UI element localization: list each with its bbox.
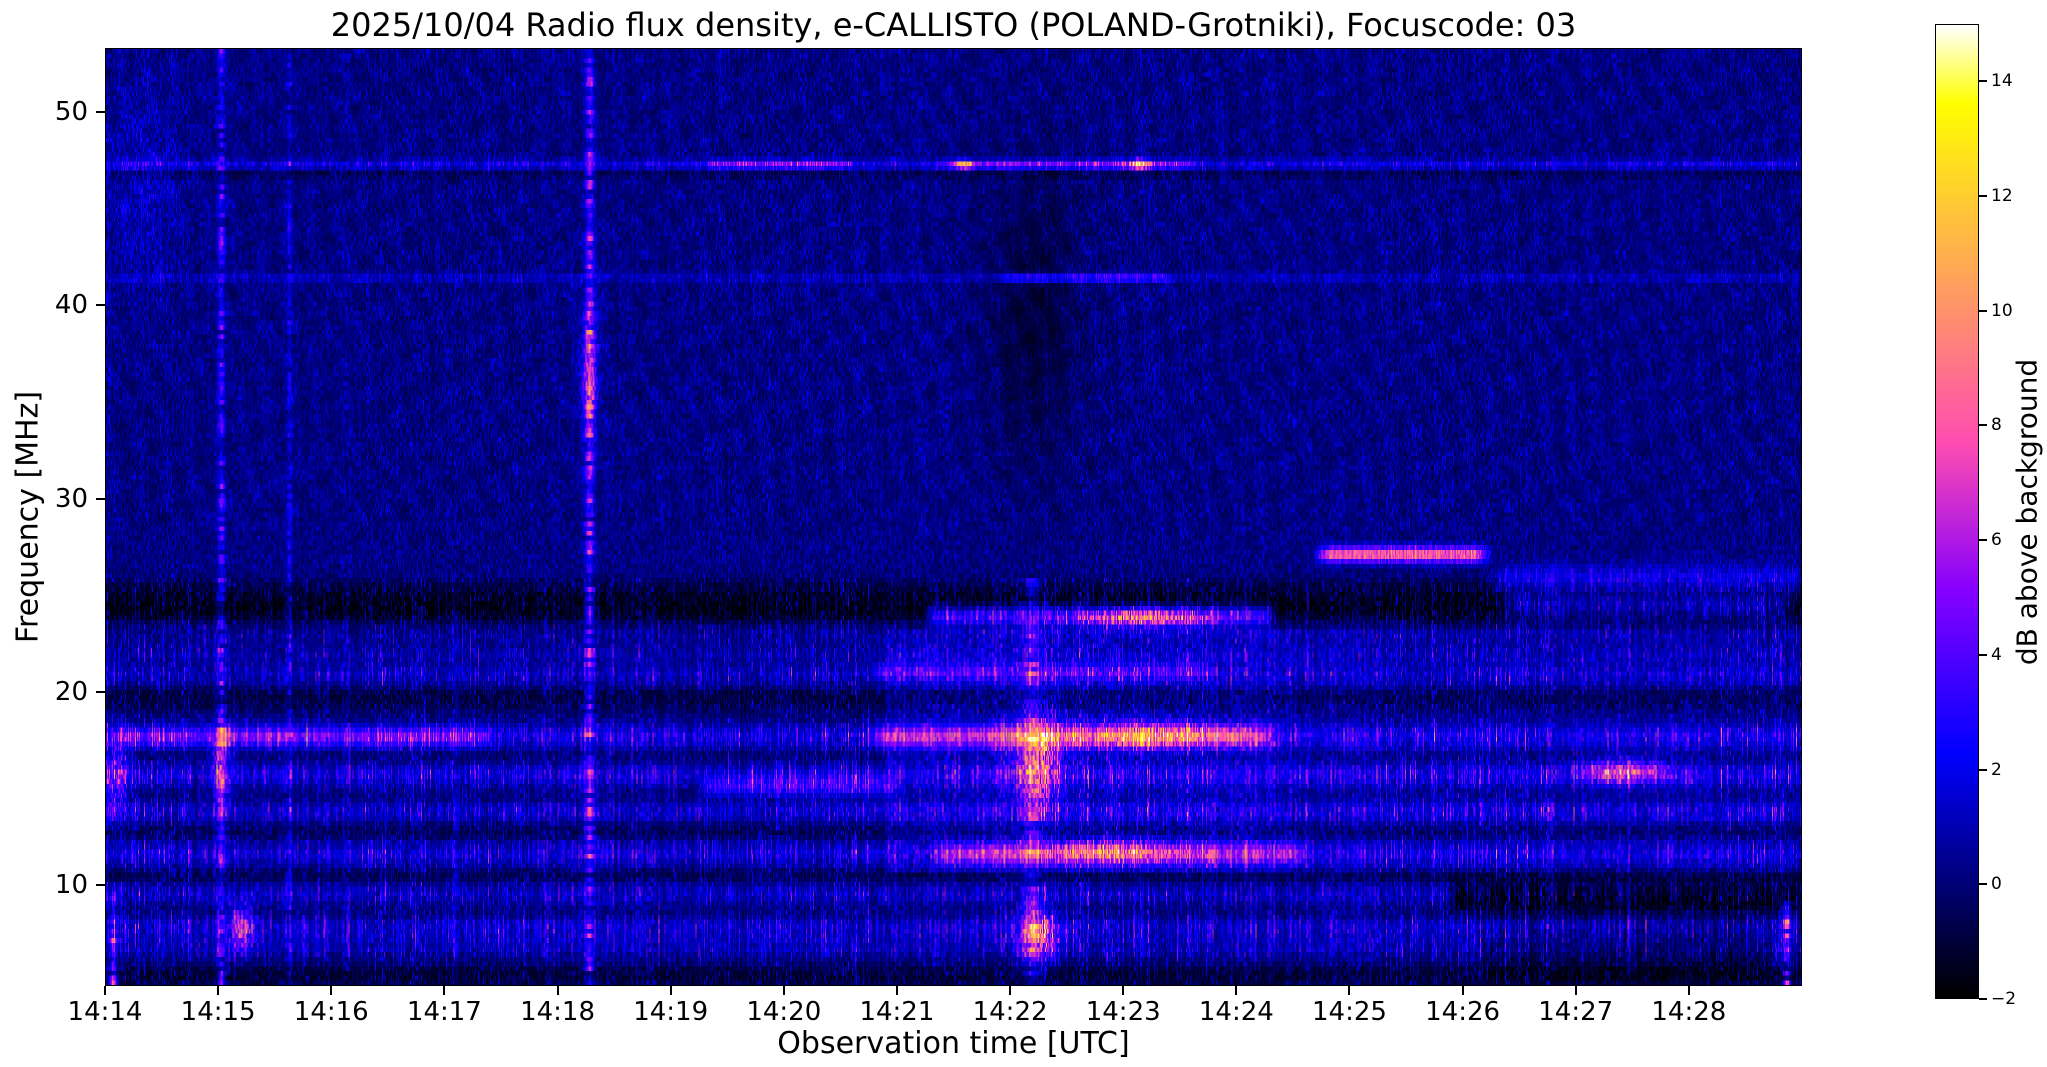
x-axis-label: Observation time [UTC] [777,1026,1130,1061]
colorbar-tick-mark [1979,883,1987,886]
x-tick-mark [104,986,106,995]
x-tick-mark [217,986,220,995]
x-tick-mark [1348,986,1351,995]
y-tick-mark [96,304,105,307]
colorbar-tick-mark [1979,539,1987,542]
colorbar-tick-mark [1979,80,1987,83]
x-tick-label: 14:18 [520,997,595,1027]
x-tick-label: 14:20 [746,997,822,1027]
y-tick-label: 10 [54,870,88,901]
colorbar-tick-mark [1979,424,1987,427]
x-tick-label: 14:27 [1538,997,1614,1027]
x-tick-mark [669,986,672,995]
colorbar-tick-label: 2 [1991,759,2002,780]
y-tick-label: 50 [54,96,88,127]
x-tick-mark [1687,986,1690,995]
figure-title: 2025/10/04 Radio flux density, e-CALLIST… [330,6,1577,44]
colorbar-tick-label: 10 [1991,300,2013,321]
colorbar-tick-label: 14 [1991,71,2013,92]
colorbar-tick-mark [1979,768,1987,771]
y-tick-mark [96,497,105,500]
x-tick-label: 14:21 [859,997,935,1027]
colorbar-gradient-canvas [1936,25,1978,998]
x-tick-mark [895,986,898,995]
x-tick-label: 14:19 [633,997,709,1027]
x-tick-label: 14:16 [293,997,369,1027]
x-tick-mark [1235,986,1238,995]
y-tick-label: 20 [54,677,88,708]
y-tick-mark [96,691,105,694]
colorbar-label: dB above background [2010,358,2044,666]
x-tick-mark [1122,986,1125,995]
colorbar [1935,24,1979,999]
y-tick-label: 30 [54,483,88,514]
x-tick-label: 14:23 [1085,997,1161,1027]
y-tick-label: 40 [54,290,88,321]
x-tick-label: 14:17 [406,997,482,1027]
x-tick-label: 14:15 [180,997,256,1027]
colorbar-tick-label: 0 [1991,874,2002,895]
colorbar-tick-label: 6 [1991,530,2002,551]
x-tick-label: 14:28 [1651,997,1727,1027]
x-tick-mark [782,986,785,995]
x-tick-mark [330,986,333,995]
x-tick-mark [556,986,559,995]
spectrogram-plot-area [105,48,1802,986]
colorbar-tick-mark [1979,653,1987,656]
y-tick-mark [96,884,105,887]
y-axis-label: Frequency [MHz] [10,390,46,644]
colorbar-tick-label: 12 [1991,186,2013,207]
y-tick-mark [96,110,105,113]
x-tick-label: 14:25 [1311,997,1387,1027]
colorbar-tick-label: −2 [1991,989,2017,1009]
colorbar-tick-label: 4 [1991,644,2002,665]
colorbar-tick-mark [1979,195,1987,198]
x-tick-label: 14:22 [972,997,1048,1027]
x-tick-mark [1461,986,1464,995]
x-tick-mark [1574,986,1577,995]
x-tick-label: 14:24 [1198,997,1274,1027]
x-tick-label: 14:14 [67,997,143,1027]
colorbar-tick-label: 8 [1991,415,2002,436]
colorbar-tick-mark [1979,998,1987,1000]
x-tick-mark [1009,986,1012,995]
colorbar-tick-mark [1979,309,1987,312]
x-tick-label: 14:26 [1425,997,1501,1027]
spectrogram-canvas [106,49,1801,985]
x-tick-mark [443,986,446,995]
